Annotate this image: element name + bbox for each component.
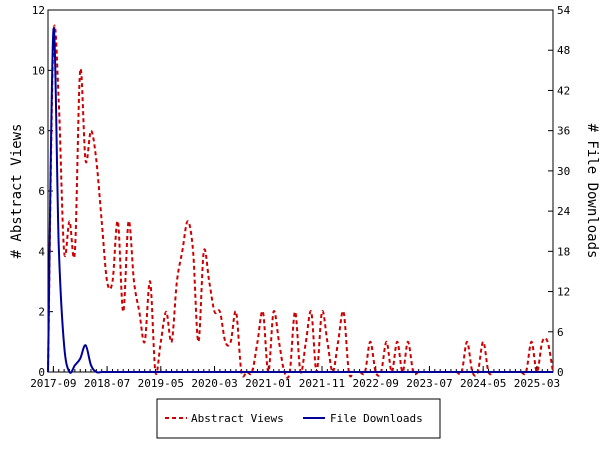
left-y-tick-label: 2 bbox=[38, 306, 45, 319]
x-tick-label: 2023-07 bbox=[406, 377, 452, 390]
x-tick-label: 2022-09 bbox=[353, 377, 399, 390]
left-y-tick-label: 8 bbox=[38, 125, 45, 138]
right-y-tick-label: 48 bbox=[557, 44, 570, 57]
x-tick-label: 2019-05 bbox=[138, 377, 184, 390]
x-tick-label: 2020-03 bbox=[191, 377, 237, 390]
right-y-tick-label: 24 bbox=[557, 205, 571, 218]
right-y-tick-label: 36 bbox=[557, 125, 570, 138]
left-y-tick-label: 0 bbox=[38, 366, 45, 379]
series-line-abstract-views bbox=[47, 24, 554, 379]
right-y-tick-label: 12 bbox=[557, 286, 570, 299]
right-y-axis-ticks: 0 6 12 18 24 30 36 42 48 54 bbox=[548, 4, 571, 379]
right-y-tick-label: 6 bbox=[557, 326, 564, 339]
x-tick-label: 2024-05 bbox=[460, 377, 506, 390]
x-tick-label: 2021-01 bbox=[245, 377, 291, 390]
left-y-tick-label: 12 bbox=[32, 4, 45, 17]
right-y-tick-label: 54 bbox=[557, 4, 571, 17]
left-y-tick-label: 4 bbox=[38, 245, 45, 258]
left-y-tick-label: 6 bbox=[38, 185, 45, 198]
right-y-tick-label: 42 bbox=[557, 84, 570, 97]
series-line-file-downloads bbox=[47, 27, 553, 374]
x-tick-label: 2021-11 bbox=[299, 377, 345, 390]
right-y-tick-label: 0 bbox=[557, 366, 564, 379]
plot-area bbox=[47, 9, 554, 373]
legend-label-abstract-views: Abstract Views bbox=[191, 412, 284, 425]
left-y-tick-label: 10 bbox=[32, 64, 45, 77]
legend: Abstract Views File Downloads bbox=[156, 398, 441, 439]
right-y-axis-title: # File Downloads bbox=[584, 124, 600, 259]
x-tick-label: 2018-07 bbox=[84, 377, 130, 390]
x-tick-label: 2025-03 bbox=[514, 377, 560, 390]
right-y-tick-label: 18 bbox=[557, 245, 570, 258]
x-tick-label: 2017-09 bbox=[30, 377, 76, 390]
legend-box bbox=[156, 398, 441, 439]
left-y-axis-title: # Abstract Views bbox=[9, 124, 25, 259]
series-layer bbox=[47, 24, 554, 379]
right-y-tick-label: 30 bbox=[557, 165, 570, 178]
legend-label-file-downloads: File Downloads bbox=[330, 412, 423, 425]
